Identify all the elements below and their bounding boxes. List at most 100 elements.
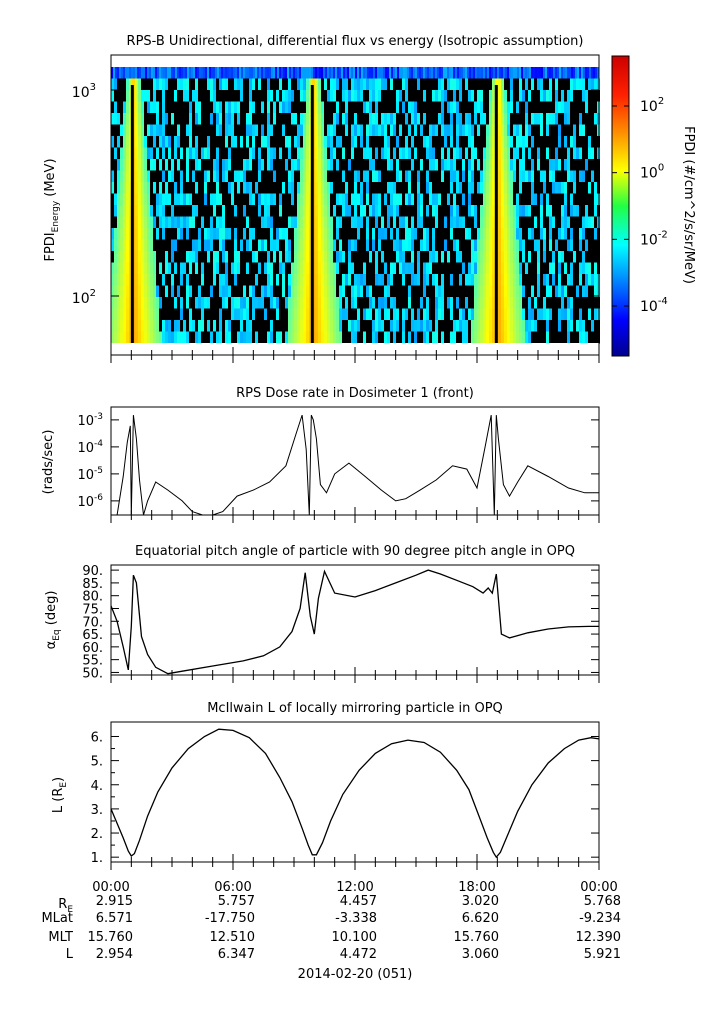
spectrogram-cell [270,170,273,183]
spectrogram-cell [564,101,567,114]
spectrogram-cell [432,147,435,160]
spectrogram-cell [447,101,450,114]
spectrogram-cell [294,113,297,125]
spectrogram-cell [399,320,402,332]
spectrogram-cell [306,285,309,298]
spectrogram-cell [285,67,287,85]
spectrogram-cell [225,251,228,263]
spectrogram-cell [321,331,324,344]
spectrogram-cell [408,239,411,252]
spectrogram-cell [177,251,180,263]
spectrogram-cell [363,90,366,102]
spectrogram-cell [582,297,585,309]
spectrogram-cell [462,331,465,344]
spectrogram-cell [297,147,300,160]
spectrogram-cell [357,78,360,91]
spectrogram-cell [447,216,450,229]
spectrogram-cell [474,124,477,137]
footer-mlt-2: 10.100 [332,930,378,945]
spectrogram-cell [399,67,401,85]
spectrogram-cell [321,297,324,309]
spectrogram-cell [525,170,528,183]
spectrogram-cell [528,101,531,114]
spectrogram-cell [567,297,570,309]
spectrogram-cell [444,274,447,286]
spectrogram-cell [483,216,486,229]
spectrogram-cell [585,78,588,91]
spectrogram-cell [285,297,288,309]
spectrogram-cell [513,308,516,321]
spectrogram-cell [276,124,279,137]
spectrogram-cell [201,331,204,344]
spectrogram-cell [174,101,177,114]
spectrogram-cell [462,285,465,298]
spectrogram-cell [505,67,507,85]
spectrogram-cell [402,113,405,125]
spectrogram-cell [384,113,387,125]
spectrogram-cell [591,297,594,309]
spectrogram-cell [222,262,225,275]
spectrogram-cell [465,320,468,332]
spectrogram-cell [567,182,570,194]
spectrogram-cell [372,182,375,194]
spectrogram-cell [117,285,120,298]
spectrogram-cell [223,67,225,85]
spectrogram-cell [456,308,459,321]
spectrogram-cell [471,67,473,85]
spectrogram-cell [114,124,117,137]
spectrogram-cell [270,216,273,229]
spectrogram-cell [318,320,321,332]
spectrogram-cell [510,239,513,252]
spectrogram-cell [570,147,573,160]
spectrogram-cell [450,205,453,217]
spectrogram-cell [399,331,402,344]
spectrogram-cell [231,182,234,194]
spectrogram-cell [144,297,147,309]
spectrogram-cell [468,285,471,298]
spectrogram-cell [555,297,558,309]
spectrogram-cell [558,113,561,125]
spectrogram-cell [330,159,333,171]
spectrogram-cell [393,216,396,229]
spectrogram-cell [291,320,294,332]
spectrogram-cell [525,124,528,137]
spectrogram-cell [527,67,529,85]
spectrogram-cell [537,239,540,252]
spectrogram-cell [276,205,279,217]
spectrogram-cell [261,147,264,160]
spectrogram-cell [171,331,174,344]
spectrogram-cell [315,159,318,171]
spectrogram-cell [555,124,558,137]
spectrogram-cell [456,285,459,298]
spectrogram-cell [558,239,561,252]
spectrogram-cell [570,90,573,102]
spectrogram-cell [207,193,210,206]
spectrogram-cell [489,239,492,252]
spectrogram-cell [501,239,504,252]
spectrogram-cell [594,170,597,183]
spectrogram-cell [213,274,216,286]
spectrogram-cell [321,124,324,137]
spectrogram-cell [393,159,396,171]
spectrogram-cell [258,274,261,286]
spectrogram-cell [483,193,486,206]
spectrogram-cell [348,285,351,298]
spectrogram-cell [210,216,213,229]
spectrogram-cell [399,228,402,240]
spectrogram-cell [339,159,342,171]
spectrogram-cell [231,113,234,125]
spectrogram-cell [552,331,555,344]
spectrogram-cell [480,136,483,148]
spectrogram-cell [570,78,573,91]
spectrogram-cell [375,136,378,148]
spectrogram-cell [324,147,327,160]
spectrogram-cell [279,182,282,194]
spectrogram-cell [279,170,282,183]
spectrogram-cell [333,113,336,125]
spectrogram-cell [372,228,375,240]
spectrogram-cell [519,113,522,125]
spectrogram-cell [120,331,123,344]
spectrogram-cell [258,124,261,137]
spectrogram-cell [420,113,423,125]
spectrogram-cell [162,320,165,332]
